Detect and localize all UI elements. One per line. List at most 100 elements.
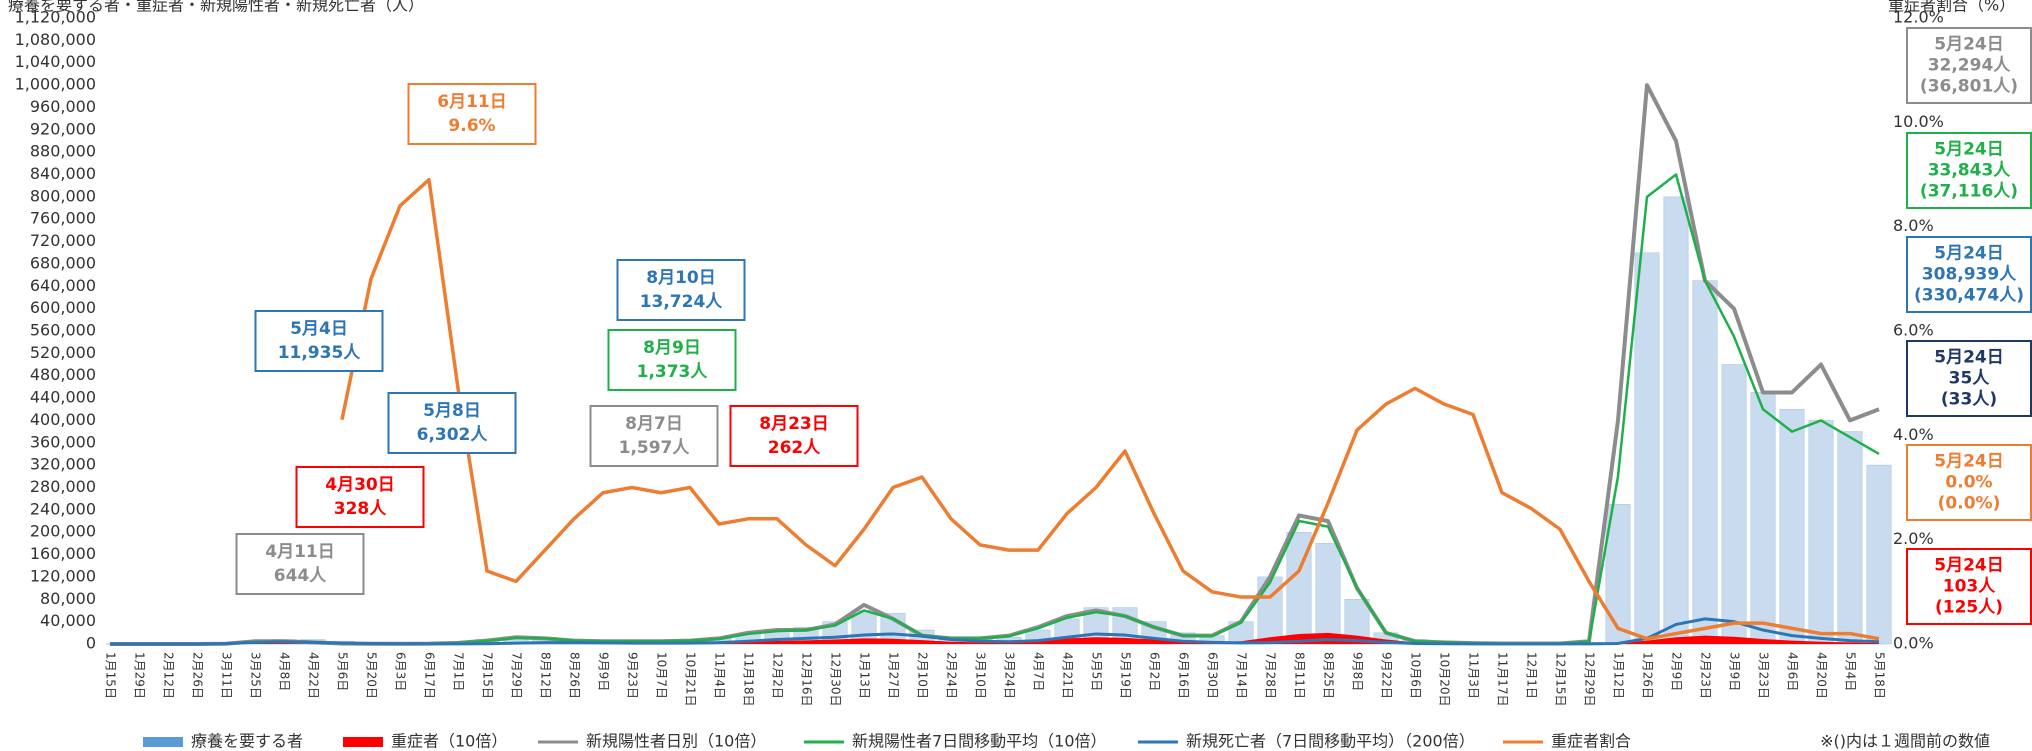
annotation-box bbox=[387, 392, 517, 454]
x-tick-label: 7月29日 bbox=[510, 652, 524, 699]
x-tick-label: 8月12日 bbox=[539, 652, 553, 699]
annotation-box bbox=[407, 83, 537, 145]
annotation-text: (330,474人) bbox=[1914, 286, 2024, 306]
x-tick-label: 4月6日 bbox=[1786, 652, 1800, 691]
x-tick-label: 4月8日 bbox=[278, 652, 292, 691]
annotation-text: 308,939人 bbox=[1922, 265, 2017, 285]
x-tick-label: 6月3日 bbox=[394, 652, 408, 691]
x-tick-label: 2月24日 bbox=[945, 652, 959, 699]
x-tick-label: 12月16日 bbox=[800, 652, 814, 707]
annotation-box bbox=[254, 310, 384, 372]
annotation-text: 5月24日 bbox=[1934, 452, 2004, 472]
annotation-text: 262人 bbox=[768, 438, 821, 458]
y-tick-label: 320,000 bbox=[30, 455, 96, 474]
annotation-box bbox=[295, 466, 425, 528]
annotation-text: 33,843人 bbox=[1928, 161, 2012, 181]
x-tick-label: 11月4日 bbox=[713, 652, 727, 699]
annotation-box bbox=[1906, 132, 2032, 209]
y2-tick-label: 0.0% bbox=[1893, 634, 1934, 653]
y2-tick-label: 8.0% bbox=[1893, 216, 1934, 235]
bar bbox=[1692, 280, 1718, 645]
y-tick-label: 40,000 bbox=[40, 611, 96, 630]
y2-axis-title: 重症者割合（%） bbox=[1888, 0, 2015, 15]
x-tick-label: 1月15日 bbox=[104, 652, 118, 699]
x-tick-label: 3月9日 bbox=[1728, 652, 1742, 691]
x-tick-label: 2月23日 bbox=[1699, 652, 1713, 699]
annotation-text: 5月4日 bbox=[290, 319, 348, 339]
annotation-text: 5月24日 bbox=[1934, 556, 2004, 576]
bar bbox=[1634, 252, 1660, 645]
x-tick-label: 3月25日 bbox=[249, 652, 263, 699]
x-tick-label: 5月20日 bbox=[365, 652, 379, 699]
y-tick-label: 480,000 bbox=[30, 365, 96, 384]
x-tick-label: 12月30日 bbox=[829, 652, 843, 707]
annotation-text: 0.0% bbox=[1945, 473, 1992, 493]
x-tick-label: 12月15日 bbox=[1554, 652, 1568, 707]
bar bbox=[1721, 364, 1747, 645]
annotation-text: 8月10日 bbox=[646, 268, 716, 288]
y-tick-label: 960,000 bbox=[30, 97, 96, 116]
x-tick-label: 9月8日 bbox=[1351, 652, 1365, 691]
bar bbox=[1837, 431, 1863, 645]
x-tick-label: 7月1日 bbox=[452, 652, 466, 691]
x-tick-label: 11月3日 bbox=[1467, 652, 1481, 699]
annotation-text: (0.0%) bbox=[1938, 494, 2001, 514]
legend-label: 新規陽性者日別（10倍） bbox=[586, 732, 766, 751]
annotation-text: 5月24日 bbox=[1934, 140, 2004, 160]
annotation-text: 1,373人 bbox=[637, 362, 709, 382]
bar bbox=[1663, 196, 1689, 645]
x-tick-label: 6月30日 bbox=[1206, 652, 1220, 699]
annotation-box bbox=[1906, 548, 2032, 625]
annotation-text: 35人 bbox=[1949, 369, 1991, 389]
y-tick-label: 880,000 bbox=[30, 142, 96, 161]
annotation-text: 32,294人 bbox=[1928, 56, 2012, 76]
y2-tick-label: 4.0% bbox=[1893, 425, 1934, 444]
bar bbox=[1315, 543, 1341, 645]
annotation-text: 5月24日 bbox=[1934, 348, 2004, 368]
x-tick-label: 5月5日 bbox=[1090, 652, 1104, 691]
footnote: ※()内は１週間前の数値 bbox=[1820, 732, 1990, 751]
x-tick-label: 8月25日 bbox=[1322, 652, 1336, 699]
legend-swatch bbox=[343, 737, 383, 747]
annotation-text: 8月7日 bbox=[625, 414, 683, 434]
annotation-text: 5月24日 bbox=[1934, 35, 2004, 55]
x-tick-label: 1月27日 bbox=[887, 652, 901, 699]
y-tick-label: 1,000,000 bbox=[15, 75, 96, 94]
x-tick-label: 4月21日 bbox=[1061, 652, 1075, 699]
y-tick-label: 280,000 bbox=[30, 477, 96, 496]
y-tick-label: 920,000 bbox=[30, 119, 96, 138]
x-tick-label: 10月21日 bbox=[684, 652, 698, 707]
annotation-text: 11,935人 bbox=[278, 343, 362, 363]
bar bbox=[1750, 392, 1776, 645]
x-tick-label: 3月23日 bbox=[1757, 652, 1771, 699]
annotation-text: (37,116人) bbox=[1920, 182, 2018, 202]
x-tick-label: 3月11日 bbox=[220, 652, 234, 699]
annotation-box bbox=[589, 405, 719, 467]
x-tick-label: 3月24日 bbox=[1003, 652, 1017, 699]
line bbox=[340, 177, 1880, 641]
annotation-text: 9.6% bbox=[448, 116, 495, 136]
y2-tick-label: 10.0% bbox=[1893, 112, 1944, 131]
x-tick-label: 9月9日 bbox=[597, 652, 611, 691]
annotation-text: 13,724人 bbox=[640, 292, 724, 312]
annotation-box bbox=[729, 405, 859, 467]
annotation-text: 644人 bbox=[274, 566, 327, 586]
x-tick-label: 11月17日 bbox=[1496, 652, 1510, 707]
x-tick-label: 4月22日 bbox=[307, 652, 321, 699]
annotation-box bbox=[607, 329, 737, 391]
x-tick-label: 6月16日 bbox=[1177, 652, 1191, 699]
annotation-box bbox=[235, 533, 365, 595]
y-tick-label: 0 bbox=[86, 634, 96, 653]
annotation-text: 4月30日 bbox=[325, 475, 395, 495]
y-tick-label: 440,000 bbox=[30, 388, 96, 407]
y-tick-label: 600,000 bbox=[30, 298, 96, 317]
x-tick-label: 7月15日 bbox=[481, 652, 495, 699]
annotation-text: 8月9日 bbox=[643, 338, 701, 358]
y-tick-label: 720,000 bbox=[30, 231, 96, 250]
y-tick-label: 360,000 bbox=[30, 432, 96, 451]
legend-label: 療養を要する者 bbox=[191, 732, 303, 751]
x-tick-label: 9月23日 bbox=[626, 652, 640, 699]
x-tick-label: 8月26日 bbox=[568, 652, 582, 699]
annotation-box bbox=[1906, 27, 2032, 104]
annotation-box bbox=[1906, 236, 2032, 313]
